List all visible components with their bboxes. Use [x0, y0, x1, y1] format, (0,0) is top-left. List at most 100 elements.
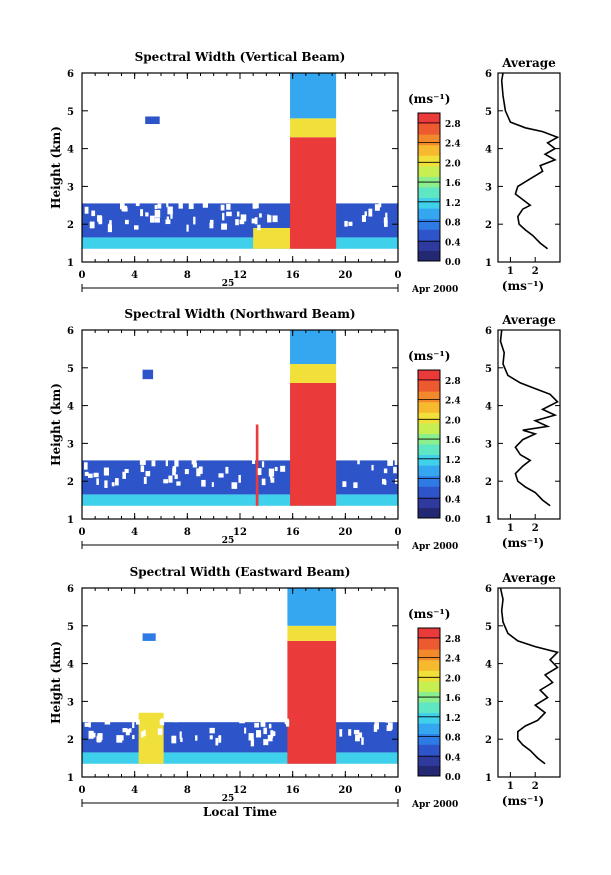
data-gap	[383, 468, 388, 474]
x-tick-label: 4	[131, 527, 138, 538]
colorbar-tick-label: 0.8	[445, 219, 461, 229]
colorbar-tick-label: 1.6	[445, 436, 461, 446]
data-gap	[263, 739, 269, 746]
colorbar-swatch	[418, 134, 440, 146]
colorbar-swatch	[418, 401, 440, 413]
data-gap	[84, 471, 89, 476]
data-gap	[143, 476, 147, 484]
colorbar-swatch	[418, 113, 440, 125]
heatmap-cell	[290, 330, 337, 365]
data-gap	[115, 478, 119, 486]
data-gap	[235, 219, 239, 226]
average-profile-line	[500, 72, 560, 250]
average-y-tick-label: 2	[485, 735, 492, 746]
data-gap	[135, 201, 140, 207]
data-gap	[353, 729, 360, 735]
data-gap	[198, 466, 203, 474]
data-gap	[179, 731, 182, 740]
x-tick-label: 4	[131, 270, 138, 281]
heatmap-cell	[82, 722, 398, 753]
colorbar-swatch	[418, 649, 440, 661]
data-gap	[211, 482, 214, 487]
average-x-tick-label: 2	[532, 266, 539, 277]
colorbar-swatch	[418, 454, 440, 466]
data-gap	[111, 482, 115, 487]
data-gap	[192, 463, 198, 468]
data-gap	[104, 718, 111, 725]
colorbar-tick-label: 0.0	[445, 773, 461, 783]
chart-panel-1: Spectral Width (Northward Beam)0 4 8 12 16 20…	[49, 307, 561, 552]
colorbar-swatch	[418, 380, 440, 392]
data-gap	[132, 734, 135, 740]
data-gap	[348, 729, 352, 736]
heatmap-cell	[290, 73, 337, 119]
data-gap	[157, 203, 162, 209]
day-label: 25	[222, 794, 235, 804]
data-gap	[186, 224, 189, 232]
average-x-tick-label: 1	[507, 781, 514, 792]
data-gap	[268, 723, 272, 729]
data-gap	[250, 739, 255, 747]
data-gap	[383, 217, 388, 224]
colorbar-tick-label: 2.4	[445, 655, 461, 665]
data-gap	[244, 727, 247, 734]
data-gap	[348, 221, 353, 226]
average-frame	[497, 329, 561, 520]
heatmap-cell	[255, 424, 259, 506]
data-gap	[188, 202, 194, 210]
colorbar-tick-label: 0.4	[445, 495, 461, 505]
data-gap	[163, 479, 169, 484]
data-gap	[171, 735, 177, 744]
colorbar-swatch	[418, 250, 440, 262]
y-tick-label: 5	[67, 364, 74, 375]
average-y-tick-label: 6	[485, 69, 492, 80]
colorbar-swatch	[418, 155, 440, 167]
colorbar-tick-label: 2.8	[445, 635, 461, 645]
data-gap	[143, 729, 146, 737]
average-y-tick-label: 3	[485, 182, 492, 193]
data-gap	[140, 209, 144, 217]
data-gap	[240, 214, 247, 222]
colorbar-swatch	[418, 712, 440, 724]
average-x-tick-label: 1	[507, 523, 514, 534]
data-gap	[267, 214, 270, 223]
average-y-tick-label: 2	[485, 477, 492, 488]
y-tick-label: 6	[67, 69, 74, 80]
chart-title: Spectral Width (Northward Beam)	[124, 307, 355, 321]
x-tick-label: 20	[338, 785, 352, 796]
data-gap	[226, 203, 231, 210]
y-tick-label: 3	[67, 439, 74, 450]
data-gap	[93, 472, 99, 478]
chart-panel-2: Spectral Width (Eastward Beam)0 4 8 12 16 20 0…	[49, 565, 561, 819]
data-gap	[145, 470, 151, 477]
x-tick-label: 8	[184, 785, 191, 796]
average-y-tick-label: 4	[485, 660, 492, 671]
average-title: Average	[501, 313, 556, 327]
data-gap	[260, 720, 266, 727]
colorbar-tick-label: 1.6	[445, 694, 461, 704]
data-gap	[254, 722, 259, 728]
colorbar-tick-label: 2.0	[445, 416, 461, 426]
data-gap	[154, 204, 158, 210]
colorbar-tick-label: 0.8	[445, 734, 461, 744]
average-x-label: (ms⁻¹)	[502, 794, 544, 808]
data-gap	[98, 216, 103, 225]
y-tick-label: 1	[67, 258, 74, 269]
colorbar-swatch	[418, 187, 440, 199]
average-y-tick-label: 5	[485, 107, 492, 118]
x-tick-label: 0	[79, 527, 86, 538]
data-gap	[170, 213, 173, 219]
y-tick-label: 4	[67, 145, 74, 156]
average-y-tick-label: 5	[485, 622, 492, 633]
colorbar-swatch	[418, 412, 440, 424]
data-gap	[88, 473, 93, 478]
colorbar-tick-label: 2.0	[445, 159, 461, 169]
data-gap	[104, 480, 108, 488]
data-gap	[218, 473, 224, 478]
heatmap-cell	[290, 118, 337, 138]
colorbar-tick-label: 2.8	[445, 120, 461, 130]
colorbar-label: (ms⁻¹)	[408, 607, 450, 621]
colorbar-swatch	[418, 486, 440, 498]
data-gap	[149, 215, 155, 223]
data-gap	[236, 211, 240, 217]
